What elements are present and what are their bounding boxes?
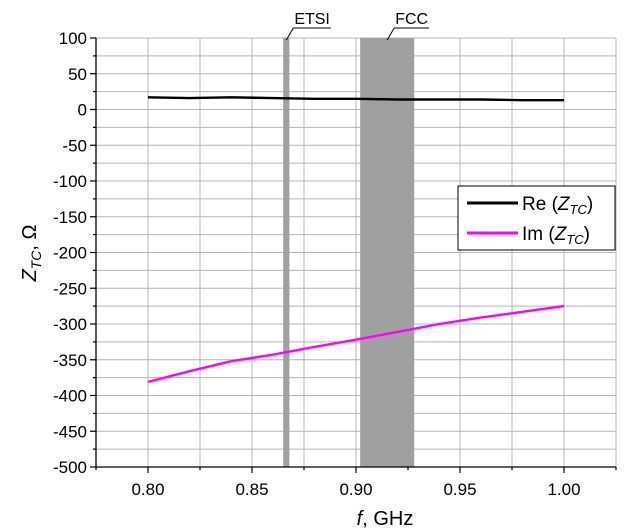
y-tick-label: -100 xyxy=(53,172,87,191)
legend-box xyxy=(457,185,616,251)
y-tick-label: -200 xyxy=(53,244,87,263)
band-label-etsi: ETSI xyxy=(294,11,330,28)
x-tick-label: 1.00 xyxy=(547,480,580,499)
x-tick-label: 0.95 xyxy=(443,480,476,499)
y-tick-label: -50 xyxy=(62,136,87,155)
series-lines xyxy=(147,96,565,384)
x-tick-label: 0.85 xyxy=(235,480,268,499)
x-axis-label: f, GHz xyxy=(357,508,414,530)
y-tick-label: -500 xyxy=(53,458,87,477)
x-tick-label: 0.80 xyxy=(131,480,164,499)
x-tick-label: 0.90 xyxy=(339,480,372,499)
band-label-leader xyxy=(285,27,294,41)
axes: 100 50 0 -50 -100 -150 -200 -250 -300 -350 -400 -45… xyxy=(53,29,617,499)
y-tick-label: 50 xyxy=(68,65,87,84)
band-fcc xyxy=(360,38,415,467)
y-tick-label: 0 xyxy=(78,101,87,120)
band-label-fcc: FCC xyxy=(395,11,428,28)
y-tick-label: -350 xyxy=(53,351,87,370)
series-line-im xyxy=(147,304,565,384)
legend: Re (ZTC) Im (ZTC) xyxy=(457,185,616,251)
grid xyxy=(95,37,617,468)
y-tick-label: -150 xyxy=(53,208,87,227)
y-tick-label: -450 xyxy=(53,422,87,441)
band-etsi xyxy=(283,38,290,467)
y-axis-label: ZTC, Ω xyxy=(19,224,44,282)
y-tick-label: -400 xyxy=(53,387,87,406)
y-tick-label: -250 xyxy=(53,279,87,298)
series-line-re xyxy=(147,96,564,102)
band-label-leader xyxy=(386,27,395,41)
legend-entry-im: Im (ZTC) xyxy=(522,224,590,247)
y-tick-label: 100 xyxy=(59,29,87,48)
frequency-bands: ETSI FCC xyxy=(283,11,430,467)
legend-entry-re: Re (ZTC) xyxy=(522,194,593,217)
y-tick-label: -300 xyxy=(53,315,87,334)
